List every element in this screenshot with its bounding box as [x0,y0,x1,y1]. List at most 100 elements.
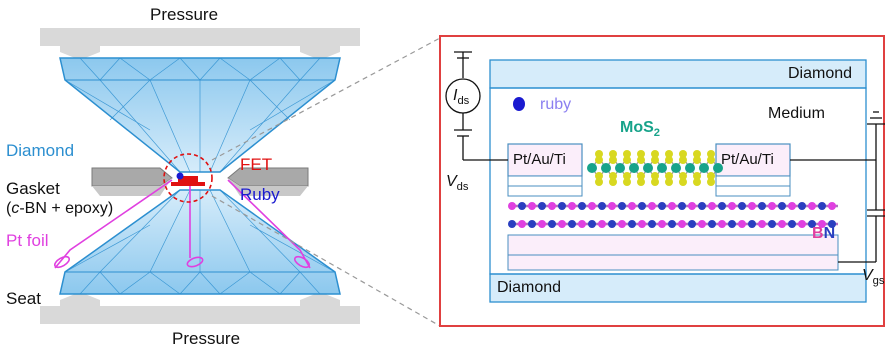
b-atom [688,202,696,210]
s-atom [693,172,701,180]
n-atom [678,202,686,210]
bn-layers [508,202,838,228]
s-atom [623,178,631,186]
s-atom [651,150,659,158]
n-atom [818,202,826,210]
n-atom [798,202,806,210]
ruby-label: Ruby [240,185,280,204]
s-atom [679,172,687,180]
s-atom [679,150,687,158]
mo-atom [601,163,611,173]
sample-chamber [163,153,213,203]
n-atom [568,220,576,228]
s-atom [637,178,645,186]
mo-atom [671,163,681,173]
pressure-bottom-label: Pressure [172,329,241,348]
n-atom [718,202,726,210]
gasket-label-line2: (c-BN + epoxy) [6,200,114,217]
b-atom [568,202,576,210]
mo-atom [629,163,639,173]
s-atom [595,172,603,180]
s-atom [637,150,645,158]
right-electrode-label: Pt/Au/Ti [721,151,774,168]
mo-atom [643,163,653,173]
n-atom [758,202,766,210]
mo-atom [713,163,723,173]
n-atom [788,220,796,228]
mos2-lattice [587,150,723,186]
n-atom [688,220,696,228]
s-atom [679,178,687,186]
ruby-particle-label: ruby [540,96,572,113]
b-atom [698,220,706,228]
s-atom [665,172,673,180]
b-atom [658,220,666,228]
s-atom [623,172,631,180]
mos2-label: MoS2 [620,119,661,140]
lower-diamond-anvil [59,189,341,295]
n-atom [628,220,636,228]
n-atom [658,202,666,210]
n-atom [778,202,786,210]
s-atom [609,156,617,164]
mo-atom [699,163,709,173]
b-atom [618,220,626,228]
b-atom [668,202,676,210]
b-atom [808,202,816,210]
n-atom [648,220,656,228]
s-atom [609,172,617,180]
s-atom [651,172,659,180]
n-atom [618,202,626,210]
s-atom [693,150,701,158]
b-atom [778,220,786,228]
b-atom [578,220,586,228]
b-atom [608,202,616,210]
pt-foil [53,179,311,269]
mo-atom [657,163,667,173]
b-atom [818,220,826,228]
b-atom [758,220,766,228]
b-atom [678,220,686,228]
s-atom [665,150,673,158]
n-atom [588,220,596,228]
circuit [445,51,885,263]
n-atom [768,220,776,228]
ruby-chip [176,172,184,180]
b-atom [588,202,596,210]
diamond-top-label: Diamond [788,65,853,82]
pt-foil-label: Pt foil [6,231,49,250]
gasket-label-line1: Gasket [6,179,60,198]
s-atom [665,178,673,186]
s-atom [623,156,631,164]
medium-region [489,87,867,275]
seat-label: Seat [6,289,41,308]
b-atom [728,202,736,210]
s-atom [707,172,715,180]
upper-diamond-anvil [59,57,341,173]
s-atom [707,178,715,186]
n-atom [508,220,516,228]
s-atom [637,172,645,180]
n-atom [528,220,536,228]
b-atom [788,202,796,210]
s-atom [637,156,645,164]
n-atom [828,220,836,228]
b-atom [798,220,806,228]
n-atom [738,202,746,210]
s-atom [623,150,631,158]
bn-label: BN [812,225,836,242]
diamond-label: Diamond [6,141,75,160]
n-atom [808,220,816,228]
b-atom [508,202,516,210]
b-atom [638,220,646,228]
b-atom [708,202,716,210]
vgs-label: Vgs [862,267,885,288]
b-atom [518,220,526,228]
n-atom [538,202,546,210]
fet-label: FET [240,155,273,174]
n-atom [748,220,756,228]
top-pressure-block [40,28,360,60]
n-atom [698,202,706,210]
s-atom [651,156,659,164]
